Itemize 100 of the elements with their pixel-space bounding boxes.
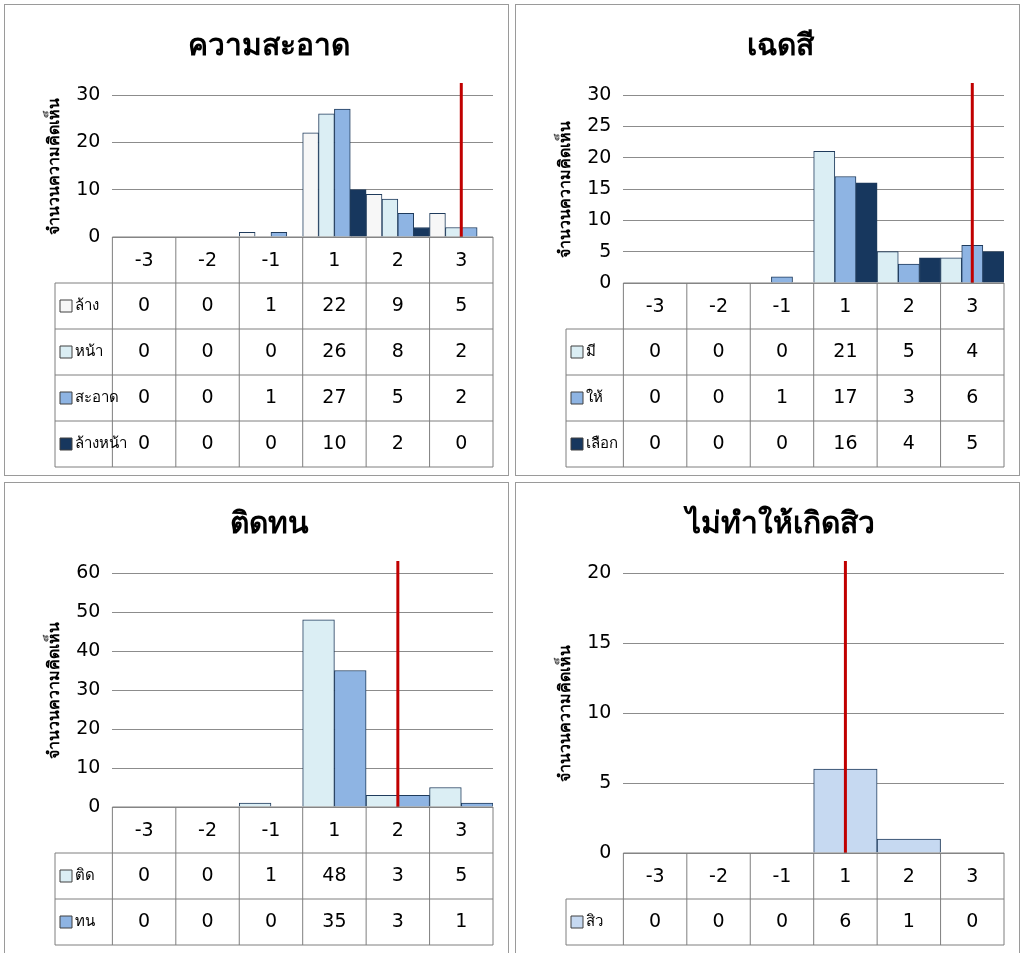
data-label: 5 (455, 862, 468, 885)
y-tick-label: 0 (599, 839, 612, 862)
legend-label: ล้างหน้า (75, 433, 127, 452)
y-tick-label: 5 (599, 238, 612, 261)
legend-label: สิว (586, 911, 603, 930)
y-tick-label: 30 (76, 676, 101, 699)
y-axis-title: จำนวนความคิดเห็น (41, 97, 63, 235)
x-tick-label: -1 (772, 864, 792, 887)
data-label: 0 (201, 908, 214, 931)
data-label: 5 (966, 430, 979, 453)
y-tick-label: 0 (599, 269, 612, 292)
data-label: 0 (649, 908, 662, 931)
data-label: 0 (966, 908, 979, 931)
y-tick-label: 15 (587, 175, 612, 198)
legend-label: ล้าง (75, 295, 99, 314)
x-tick-label: 3 (966, 864, 979, 887)
data-label: 0 (138, 908, 151, 931)
chart-title: ความสะอาด (188, 26, 350, 62)
data-label: 6 (839, 908, 852, 931)
data-label: 35 (322, 908, 347, 931)
x-tick-label: -2 (198, 248, 218, 271)
y-tick-label: 0 (88, 793, 101, 816)
data-label: 0 (201, 384, 214, 407)
x-tick-label: -2 (709, 864, 729, 887)
data-label: 0 (455, 430, 468, 453)
data-label: 0 (264, 338, 278, 361)
data-label: 10 (322, 430, 347, 453)
x-tick-label: -1 (772, 294, 792, 317)
data-label: 8 (391, 338, 404, 361)
data-label: 27 (322, 384, 347, 407)
y-tick-label: 15 (587, 629, 612, 652)
x-tick-label: 3 (966, 294, 979, 317)
data-label: 2 (455, 384, 468, 407)
data-label: 0 (712, 338, 725, 361)
chart-title: ติดทน (229, 504, 309, 540)
legend-label: ติด (75, 865, 95, 884)
y-tick-label: 20 (587, 559, 612, 582)
data-label: 48 (322, 862, 347, 885)
data-label: 0 (201, 430, 214, 453)
data-label: 0 (649, 384, 662, 407)
data-label: 5 (391, 384, 404, 407)
data-label: 4 (902, 430, 915, 453)
legend-label: หน้า (75, 341, 103, 360)
x-tick-label: -3 (645, 864, 665, 887)
data-label: 0 (201, 338, 214, 361)
x-tick-label: 1 (839, 864, 852, 887)
x-tick-label: 2 (902, 864, 915, 887)
data-label: 1 (775, 384, 789, 407)
y-tick-label: 25 (587, 113, 612, 136)
x-tick-label: -2 (709, 294, 729, 317)
y-tick-label: 10 (76, 176, 101, 199)
data-label: 1 (902, 908, 915, 931)
y-tick-label: 30 (76, 81, 101, 104)
y-tick-label: 40 (76, 637, 101, 660)
data-label: 0 (138, 384, 151, 407)
data-label: 2 (391, 430, 404, 453)
data-label: 5 (902, 338, 915, 361)
x-tick-label: 1 (328, 248, 341, 271)
data-label: 5 (455, 292, 468, 315)
x-tick-label: 2 (391, 248, 404, 271)
data-label: 0 (712, 430, 725, 453)
data-label: 3 (391, 908, 404, 931)
data-label: 2 (455, 338, 468, 361)
data-label: 6 (966, 384, 979, 407)
data-label: 0 (138, 430, 151, 453)
data-label: 0 (649, 338, 662, 361)
y-axis-title: จำนวนความคิดเห็น (552, 120, 574, 258)
data-label: 0 (775, 430, 789, 453)
data-label: 0 (775, 338, 789, 361)
data-label: 0 (775, 908, 789, 931)
x-tick-label: 2 (902, 294, 915, 317)
data-label: 0 (712, 384, 725, 407)
data-label: 16 (833, 430, 858, 453)
y-tick-label: 10 (587, 699, 612, 722)
data-label: 0 (138, 292, 151, 315)
legend-label: มี (586, 341, 596, 360)
data-label: 1 (264, 384, 278, 407)
y-tick-label: 20 (76, 129, 101, 152)
data-label: 9 (391, 292, 404, 315)
y-tick-label: 50 (76, 598, 101, 621)
x-tick-label: -3 (134, 248, 154, 271)
data-label: 0 (264, 430, 278, 453)
y-tick-label: 10 (587, 207, 612, 230)
y-tick-label: 0 (88, 223, 101, 246)
legend-label: ทน (75, 911, 95, 930)
y-tick-label: 60 (76, 559, 101, 582)
y-tick-label: 5 (599, 769, 612, 792)
data-label: 0 (649, 430, 662, 453)
data-label: 3 (902, 384, 915, 407)
legend-label: เลือก (586, 433, 618, 452)
x-tick-label: -1 (261, 818, 281, 841)
data-label: 0 (201, 292, 214, 315)
x-tick-label: -3 (134, 818, 154, 841)
chart-title: ไม่ทำให้เกิดสิว (682, 504, 875, 540)
data-label: 0 (712, 908, 725, 931)
y-axis-title: จำนวนความคิดเห็น (41, 621, 63, 759)
data-label: 0 (264, 908, 278, 931)
y-tick-label: 30 (587, 81, 612, 104)
x-tick-label: -1 (261, 248, 281, 271)
legend-label: ให้ (586, 387, 603, 406)
